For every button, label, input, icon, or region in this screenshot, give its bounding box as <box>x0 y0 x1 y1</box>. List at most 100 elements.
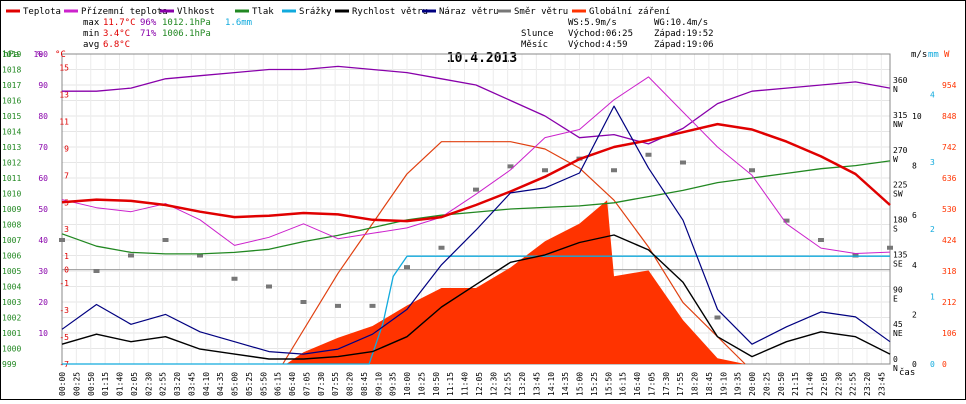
info-sun-label: Slunce <box>521 29 554 39</box>
tick-label-hpa: 1017 <box>2 81 21 90</box>
tick-label-x: 06:40 <box>288 372 297 396</box>
tick-label-humidity: 20 <box>38 298 48 307</box>
tick-label-hpa: 1004 <box>2 283 21 292</box>
tick-label-direction: SE <box>893 259 903 268</box>
tick-label-humidity: 30 <box>38 267 48 276</box>
tick-label-radiation: 530 <box>942 205 957 214</box>
tick-label-radiation: 742 <box>942 143 957 152</box>
tick-label-x: 02:30 <box>144 372 153 396</box>
tick-label-direction-deg: 0 <box>893 355 898 364</box>
tick-label-wind: 2 <box>912 310 917 319</box>
tick-label-hpa: 1019 <box>2 50 21 59</box>
tick-label-x: 22:30 <box>834 372 843 396</box>
wind-direction-point <box>783 218 790 223</box>
tick-label-radiation: 318 <box>942 267 957 276</box>
tick-label-temp: 3 <box>64 225 69 234</box>
series-wind-gust <box>61 105 891 355</box>
stats-panel: max 11.7°C 96% 1012.1hPa 1.6mm min 3.4°C… <box>83 18 252 50</box>
info-panel: WS:5.9m/s WG:10.4m/s Slunce Východ:06:25… <box>521 18 714 50</box>
plot-area <box>59 65 893 365</box>
tick-label-hpa: 1007 <box>2 236 21 245</box>
wind-direction-point <box>473 187 479 192</box>
wind-direction-point <box>438 245 445 250</box>
wind-direction-point <box>266 284 272 289</box>
tick-label-x: 18:45 <box>705 372 714 396</box>
stats-min-pressure: 1006.1hPa <box>162 29 211 39</box>
tick-label-hpa: 1000 <box>2 345 21 354</box>
tick-label-x: 08:20 <box>346 372 355 396</box>
tick-label-x: 20:50 <box>777 372 786 396</box>
tick-label-x: 09:35 <box>389 372 398 396</box>
axis-unit-rain: mm <box>928 50 939 60</box>
tick-label-hpa: 1005 <box>2 267 21 276</box>
tick-label-x: 16:15 <box>619 372 628 396</box>
info-sunset: Západ:19:52 <box>654 29 714 39</box>
tick-label-x: 03:45 <box>187 372 196 396</box>
tick-label-humidity: 40 <box>38 236 48 245</box>
tick-label-humidity: 100 <box>34 50 49 59</box>
tick-label-x: 15:00 <box>576 372 585 396</box>
wind-direction-point <box>852 253 859 258</box>
tick-label-x: 17:05 <box>647 372 656 396</box>
axis-unit-radiation: W <box>944 50 950 60</box>
tick-label-hpa: 1012 <box>2 159 21 168</box>
tick-label-x: 07:55 <box>331 372 340 396</box>
legend-label: Náraz větru <box>439 7 499 17</box>
tick-label-radiation: 106 <box>942 329 957 338</box>
legend: Teplota Přízemní teplota Vlhkost Tlak Srážky… <box>6 7 670 17</box>
tick-label-wind: 10 <box>912 112 922 121</box>
tick-label-radiation: 0 <box>942 360 947 369</box>
series-temperature <box>61 122 891 223</box>
wind-direction-point <box>507 164 514 169</box>
stats-max-pressure: 1012.1hPa <box>162 18 211 28</box>
tick-label-direction-deg: 315 <box>893 111 908 120</box>
tick-label-temp: 13 <box>59 90 69 99</box>
wind-direction-point <box>680 160 686 165</box>
tick-label-rain: 4 <box>930 90 935 99</box>
tick-label-x: 19:10 <box>719 372 728 396</box>
wind-direction-point <box>369 303 376 308</box>
tick-label-x: 11:15 <box>446 372 455 396</box>
tick-label-direction: NE <box>893 329 903 338</box>
wind-direction-point <box>300 300 307 304</box>
tick-label-hpa: 1016 <box>2 97 21 106</box>
tick-label-direction: N <box>893 85 898 94</box>
tick-label-rain: 2 <box>930 225 935 234</box>
tick-label-hpa: 1008 <box>2 221 21 230</box>
axis-unit-hpa: hPa <box>3 50 19 60</box>
axes: hPa% °C9991000100110021003100410051006100… <box>2 50 957 396</box>
tick-label-wind: 6 <box>912 211 917 220</box>
tick-label-x: 22:55 <box>849 372 858 396</box>
series-humidity <box>62 65 891 145</box>
tick-label-direction-deg: 45 <box>893 320 903 329</box>
tick-label-x: 20:00 <box>748 372 757 396</box>
tick-label-x: 11:40 <box>461 372 470 396</box>
series-ground-temperature <box>61 76 891 254</box>
axis-unit-temp: °C <box>55 50 66 60</box>
stats-avg-temp: 6.8°C <box>103 40 130 50</box>
tick-label-humidity: 70 <box>38 143 48 152</box>
tick-label-x: 02:05 <box>130 372 139 396</box>
axis-unit-humidity: % <box>37 50 43 60</box>
tick-label-radiation: 424 <box>942 236 957 245</box>
tick-label-humidity: 90 <box>38 81 48 90</box>
wind-direction-point <box>335 303 341 308</box>
legend-label: Teplota <box>23 7 61 17</box>
wind-direction-point <box>162 238 169 242</box>
stats-max-label: max <box>83 18 100 28</box>
tick-label-x: 12:30 <box>489 372 498 396</box>
stats-min-label: min <box>83 29 99 39</box>
tick-label-direction-deg: 270 <box>893 146 908 155</box>
tick-label-hpa: 999 <box>2 360 17 369</box>
tick-label-temp: 0 <box>64 266 69 275</box>
tick-label-temp: -3 <box>59 306 69 315</box>
tick-label-humidity: 80 <box>38 112 48 121</box>
tick-label-radiation: 954 <box>942 81 957 90</box>
tick-label-hpa: 1002 <box>2 314 21 323</box>
tick-label-hpa: 1003 <box>2 298 21 307</box>
legend-label: Přízemní teplota <box>81 7 168 17</box>
tick-label-direction-deg: 225 <box>893 181 908 190</box>
stats-avg-label: avg <box>83 40 99 50</box>
